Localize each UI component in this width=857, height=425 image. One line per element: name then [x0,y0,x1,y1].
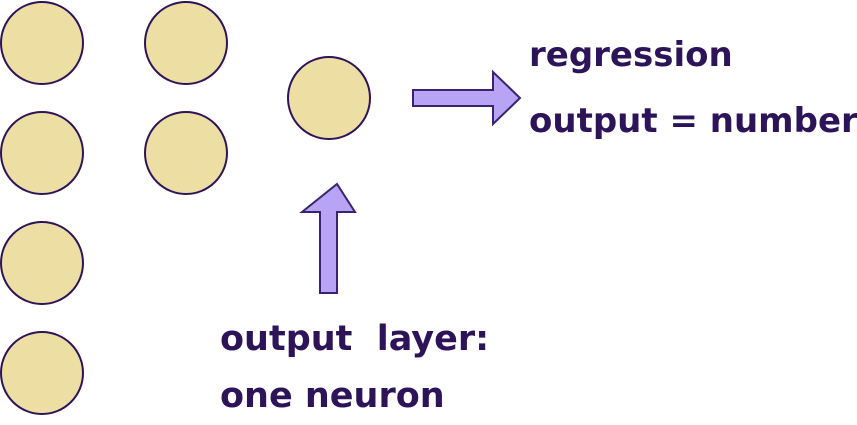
regression-label: regression [529,35,733,75]
neuron [0,1,84,85]
output-equals-number-label: output = number [529,101,857,141]
right-arrow [412,69,522,127]
one-neuron-label: one neuron [220,376,445,416]
output-layer [287,56,371,140]
neuron [144,111,228,195]
neuron [0,111,84,195]
neuron [0,221,84,305]
neuron [0,331,84,415]
output-neuron [287,56,371,140]
layer-2 [144,1,228,195]
layer-1 [0,1,84,415]
neuron [144,1,228,85]
up-arrow [299,182,357,294]
output-layer-label: output layer: [220,319,490,359]
